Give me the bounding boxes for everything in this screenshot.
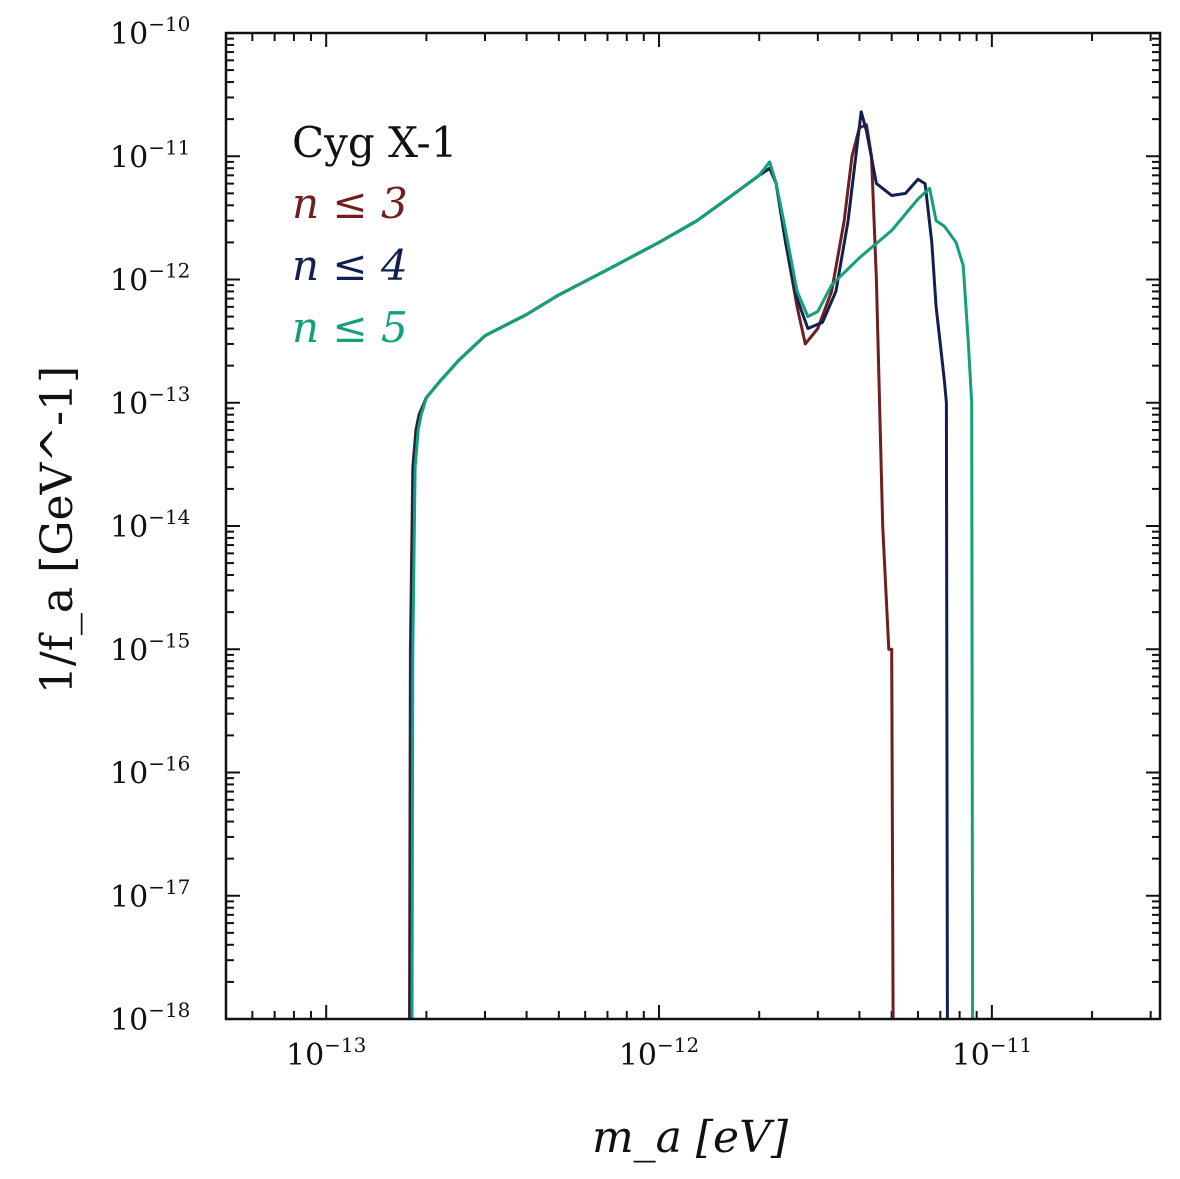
labels-layer: 10−13 10−12 10−11 10−10 10−11 10−12 10−13 10−14… — [110, 12, 1032, 1073]
series-line-3 — [410, 160, 975, 1019]
x-tick-label: 10−11 — [952, 1033, 1032, 1073]
x-tick-label: 10−13 — [286, 1033, 366, 1073]
y-tick-label: 10−16 — [110, 752, 190, 792]
legend: Cyg X-1 n ≤ 3 n ≤ 4 n ≤ 5 — [292, 118, 457, 352]
y-tick-label: 10−11 — [110, 135, 190, 175]
x-axis-label: m_a [eV] — [592, 1112, 789, 1163]
series-line-2 — [408, 110, 949, 1019]
legend-entry-n3: n ≤ 3 — [292, 179, 408, 228]
y-tick-label: 10−12 — [110, 259, 190, 299]
series-line-1 — [408, 123, 895, 1019]
y-tick-label: 10−14 — [110, 505, 190, 545]
x-tick-label: 10−12 — [619, 1033, 699, 1073]
y-tick-label: 10−15 — [110, 628, 190, 668]
legend-title: Cyg X-1 — [292, 118, 457, 167]
legend-entry-n4: n ≤ 4 — [292, 241, 408, 290]
y-tick-label: 10−18 — [110, 998, 190, 1038]
y-axis-label: 1/f_a [GeV^-1] — [32, 366, 83, 694]
y-tick-label: 10−13 — [110, 382, 190, 422]
y-tick-label: 10−17 — [110, 875, 190, 915]
plot-frame — [224, 31, 1162, 1021]
legend-entry-n5: n ≤ 5 — [292, 303, 408, 352]
series-layer — [408, 110, 975, 1019]
y-tick-label: 10−10 — [110, 12, 190, 52]
